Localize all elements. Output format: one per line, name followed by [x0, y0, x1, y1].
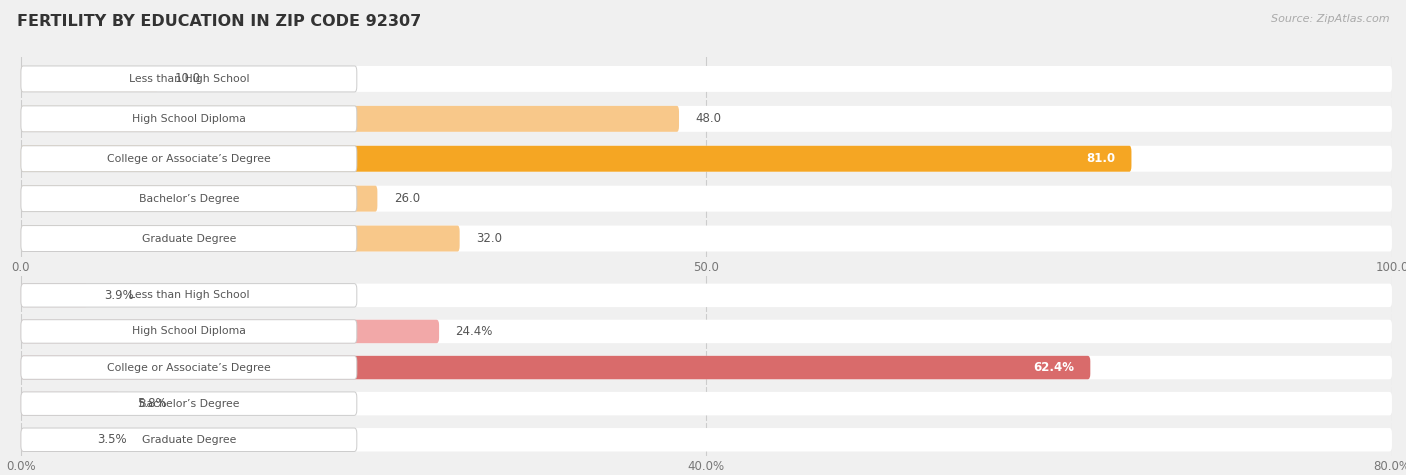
FancyBboxPatch shape — [21, 428, 357, 451]
FancyBboxPatch shape — [21, 428, 1392, 451]
Text: Less than High School: Less than High School — [128, 74, 249, 84]
Text: 81.0: 81.0 — [1085, 152, 1115, 165]
FancyBboxPatch shape — [21, 66, 1392, 92]
FancyBboxPatch shape — [21, 186, 377, 211]
FancyBboxPatch shape — [21, 226, 1392, 251]
FancyBboxPatch shape — [21, 66, 157, 92]
FancyBboxPatch shape — [21, 106, 357, 132]
Text: Bachelor’s Degree: Bachelor’s Degree — [139, 194, 239, 204]
Text: 3.5%: 3.5% — [97, 433, 127, 446]
Text: 32.0: 32.0 — [477, 232, 502, 245]
Text: FERTILITY BY EDUCATION IN ZIP CODE 92307: FERTILITY BY EDUCATION IN ZIP CODE 92307 — [17, 14, 422, 29]
FancyBboxPatch shape — [21, 428, 82, 451]
Text: High School Diploma: High School Diploma — [132, 114, 246, 124]
Text: Bachelor’s Degree: Bachelor’s Degree — [139, 399, 239, 408]
FancyBboxPatch shape — [21, 320, 1392, 343]
Text: 48.0: 48.0 — [696, 113, 721, 125]
FancyBboxPatch shape — [21, 146, 1392, 171]
FancyBboxPatch shape — [21, 226, 357, 251]
FancyBboxPatch shape — [21, 66, 357, 92]
Text: Source: ZipAtlas.com: Source: ZipAtlas.com — [1271, 14, 1389, 24]
FancyBboxPatch shape — [21, 284, 357, 307]
FancyBboxPatch shape — [21, 356, 1392, 379]
FancyBboxPatch shape — [21, 284, 87, 307]
FancyBboxPatch shape — [21, 106, 1392, 132]
FancyBboxPatch shape — [21, 186, 357, 211]
FancyBboxPatch shape — [21, 356, 357, 379]
FancyBboxPatch shape — [21, 392, 1392, 415]
Text: High School Diploma: High School Diploma — [132, 326, 246, 336]
Text: Less than High School: Less than High School — [128, 290, 249, 300]
Text: 3.9%: 3.9% — [104, 289, 134, 302]
Text: 10.0: 10.0 — [174, 73, 201, 86]
Text: College or Associate’s Degree: College or Associate’s Degree — [107, 362, 271, 372]
Text: Graduate Degree: Graduate Degree — [142, 435, 236, 445]
Text: College or Associate’s Degree: College or Associate’s Degree — [107, 154, 271, 164]
FancyBboxPatch shape — [21, 186, 1392, 211]
FancyBboxPatch shape — [21, 392, 121, 415]
FancyBboxPatch shape — [21, 226, 460, 251]
FancyBboxPatch shape — [21, 284, 1392, 307]
Text: 26.0: 26.0 — [394, 192, 420, 205]
Text: 62.4%: 62.4% — [1033, 361, 1074, 374]
FancyBboxPatch shape — [21, 106, 679, 132]
Text: Graduate Degree: Graduate Degree — [142, 234, 236, 244]
Text: 24.4%: 24.4% — [456, 325, 494, 338]
FancyBboxPatch shape — [21, 146, 1132, 171]
FancyBboxPatch shape — [21, 320, 439, 343]
FancyBboxPatch shape — [21, 392, 357, 415]
Text: 5.8%: 5.8% — [136, 397, 166, 410]
FancyBboxPatch shape — [21, 146, 357, 171]
FancyBboxPatch shape — [21, 320, 357, 343]
FancyBboxPatch shape — [21, 356, 1090, 379]
